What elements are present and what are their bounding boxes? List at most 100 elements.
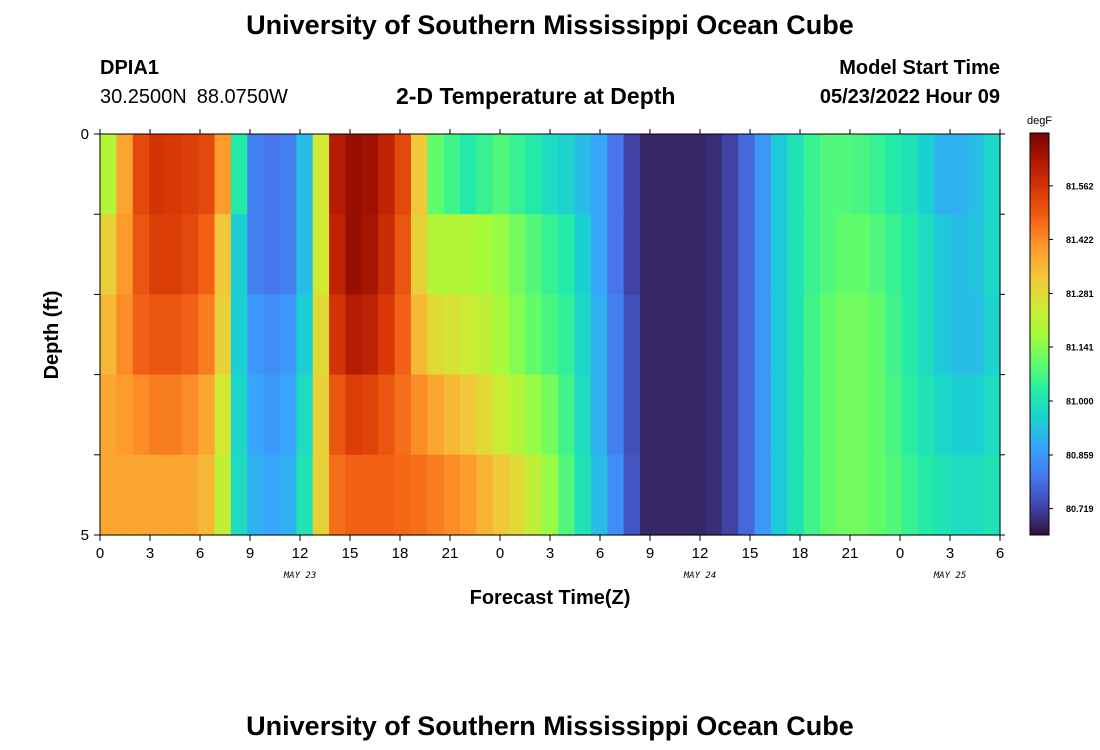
heatmap-cell bbox=[754, 374, 772, 456]
colorbar-segment bbox=[1030, 498, 1049, 502]
colorbar-segment bbox=[1030, 401, 1049, 405]
heatmap-cell bbox=[410, 374, 428, 456]
heatmap-cell bbox=[705, 294, 723, 376]
heatmap-cell bbox=[558, 454, 576, 536]
x-tick-label: 6 bbox=[196, 545, 204, 562]
heatmap-cell bbox=[280, 214, 297, 295]
heatmap-cell bbox=[427, 454, 445, 536]
heatmap-cell bbox=[607, 374, 625, 456]
heatmap-cell bbox=[607, 134, 625, 215]
heatmap-cell bbox=[950, 374, 968, 456]
x-tick-label: 3 bbox=[146, 545, 154, 562]
heatmap-cell bbox=[132, 134, 150, 215]
heatmap-cell bbox=[361, 374, 379, 456]
heatmap-cell bbox=[181, 294, 199, 376]
colorbar-segment bbox=[1030, 504, 1049, 509]
heatmap-cell bbox=[296, 454, 314, 536]
heatmap-cell bbox=[574, 134, 592, 215]
colorbar-segment bbox=[1030, 384, 1049, 389]
heatmap-cell bbox=[836, 134, 854, 215]
heatmap-cell bbox=[558, 214, 576, 295]
heatmap-cell bbox=[394, 214, 412, 295]
heatmap-cell bbox=[705, 454, 723, 536]
heatmap-cell bbox=[623, 134, 641, 215]
colorbar-segment bbox=[1030, 220, 1049, 224]
heatmap-cell bbox=[672, 294, 690, 376]
heatmap-cell bbox=[296, 294, 314, 376]
heatmap-cell bbox=[149, 214, 167, 295]
colorbar-tick-label: 81.562 bbox=[1066, 181, 1094, 191]
colorbar-segment bbox=[1030, 240, 1049, 245]
colorbar-segment bbox=[1030, 146, 1049, 151]
colorbar-segment bbox=[1030, 203, 1049, 208]
heatmap-cell bbox=[541, 374, 559, 456]
heatmap-cell bbox=[787, 214, 805, 295]
heatmap-cell bbox=[950, 134, 968, 215]
colorbar: degF 81.562 81.422 81.281 81.141 81.000 80.859… bbox=[1027, 115, 1094, 536]
colorbar-segment bbox=[1030, 397, 1049, 402]
colorbar-segment bbox=[1030, 256, 1049, 261]
heatmap-cell bbox=[181, 134, 199, 215]
x-axis: 0 3 6 9 12 15 18 21 0 3 6 9 12 15 18 21 0 3 6 MAY 23 MAY 24 M… bbox=[96, 129, 1004, 581]
colorbar-segment bbox=[1030, 367, 1049, 372]
colorbar-segment bbox=[1030, 474, 1049, 479]
x-tick-label: 0 bbox=[96, 545, 104, 562]
heatmap-cell bbox=[950, 214, 968, 295]
heatmap-cell bbox=[100, 374, 117, 456]
heatmap-cell bbox=[247, 134, 265, 215]
heatmap-cell bbox=[214, 214, 232, 295]
heatmap-cell bbox=[329, 134, 347, 215]
colorbar-segment bbox=[1030, 297, 1049, 301]
heatmap-cell bbox=[198, 374, 216, 456]
heatmap-cell bbox=[918, 294, 936, 376]
heatmap-cell bbox=[198, 214, 216, 295]
heatmap-cell bbox=[770, 214, 788, 295]
heatmap-cell bbox=[869, 454, 887, 536]
colorbar-segment bbox=[1030, 364, 1049, 368]
heatmap-cell bbox=[689, 294, 707, 376]
heatmap-cell bbox=[590, 134, 608, 215]
colorbar-segment bbox=[1030, 427, 1049, 432]
heatmap-cell bbox=[509, 214, 527, 295]
heatmap-cell bbox=[787, 134, 805, 215]
colorbar-tick-label: 81.141 bbox=[1066, 343, 1094, 353]
colorbar-segment bbox=[1030, 176, 1049, 181]
heatmap-cell bbox=[116, 454, 134, 536]
heatmap-cell bbox=[869, 374, 887, 456]
colorbar-segment bbox=[1030, 511, 1049, 516]
heatmap-cell bbox=[672, 454, 690, 536]
heatmap-cell bbox=[656, 134, 674, 215]
heatmap-cell bbox=[132, 454, 150, 536]
heatmap-cell bbox=[492, 454, 510, 536]
heatmap-cell bbox=[836, 214, 854, 295]
heatmap-cell bbox=[443, 134, 461, 215]
heatmap-cell bbox=[460, 454, 477, 536]
heatmap-cell bbox=[967, 374, 985, 456]
colorbar-segment bbox=[1030, 521, 1049, 526]
heatmap-cell bbox=[165, 294, 183, 376]
heatmap-cell bbox=[230, 134, 248, 215]
colorbar-segment bbox=[1030, 189, 1049, 194]
heatmap-cell bbox=[672, 374, 690, 456]
colorbar-tick-label: 81.422 bbox=[1066, 235, 1094, 245]
x-tick-label: 15 bbox=[342, 545, 359, 562]
colorbar-segment bbox=[1030, 317, 1049, 322]
heatmap-cell bbox=[574, 454, 592, 536]
heatmap-cell bbox=[263, 214, 281, 295]
heatmap-cell bbox=[803, 374, 821, 456]
heatmap-cell bbox=[950, 454, 968, 536]
heatmap-cell bbox=[296, 134, 314, 215]
heatmap-cell bbox=[345, 214, 363, 295]
page-title: University of Southern Mississippi Ocean… bbox=[246, 10, 854, 40]
heatmap-cell bbox=[885, 134, 903, 215]
x-date-label: MAY 24 bbox=[683, 571, 717, 581]
heatmap-cell bbox=[754, 454, 772, 536]
colorbar-segment bbox=[1030, 488, 1049, 492]
x-tick-label: 12 bbox=[292, 545, 309, 562]
heatmap-cell bbox=[852, 294, 870, 376]
heatmap-cell bbox=[934, 454, 952, 536]
heatmap-cell bbox=[214, 454, 232, 536]
heatmap-cell bbox=[852, 374, 870, 456]
colorbar-segment bbox=[1030, 457, 1049, 462]
